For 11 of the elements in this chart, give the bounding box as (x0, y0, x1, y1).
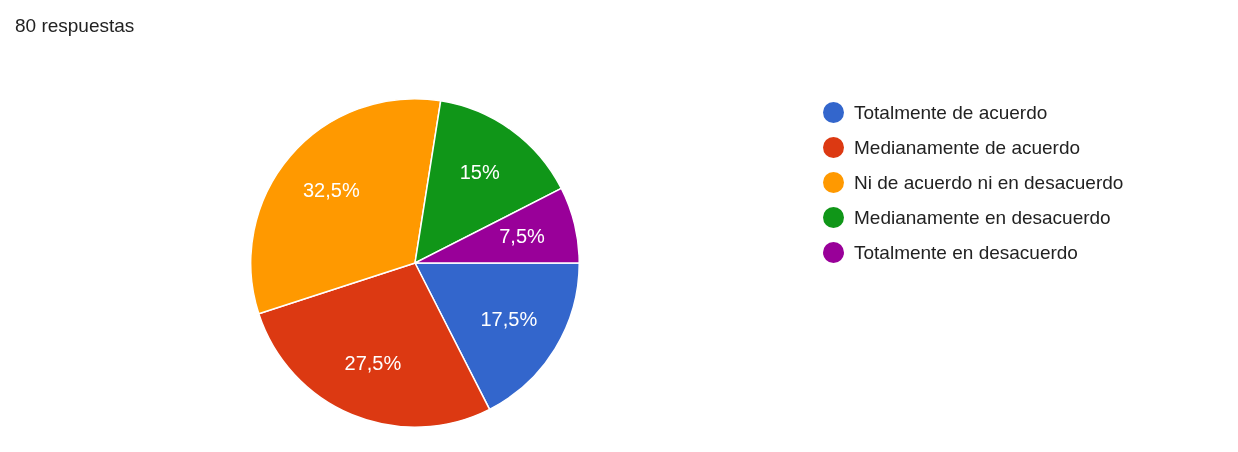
data-label: 27,5% (344, 352, 402, 375)
text: 80 respuestas (15, 15, 135, 37)
data-label: 32,5% (302, 179, 360, 202)
legend-label: Medianamente en desacuerdo (854, 206, 1111, 229)
legend-label: Ni de acuerdo ni en desacuerdo (854, 171, 1124, 194)
legend-label: Totalmente de acuerdo (854, 101, 1048, 124)
legend-label: Medianamente de acuerdo (854, 136, 1081, 159)
legend-label: Totalmente en desacuerdo (854, 241, 1078, 264)
data-label: 15% (459, 161, 500, 184)
data-label: 17,5% (480, 308, 538, 331)
data-label: 7,5% (499, 224, 546, 247)
